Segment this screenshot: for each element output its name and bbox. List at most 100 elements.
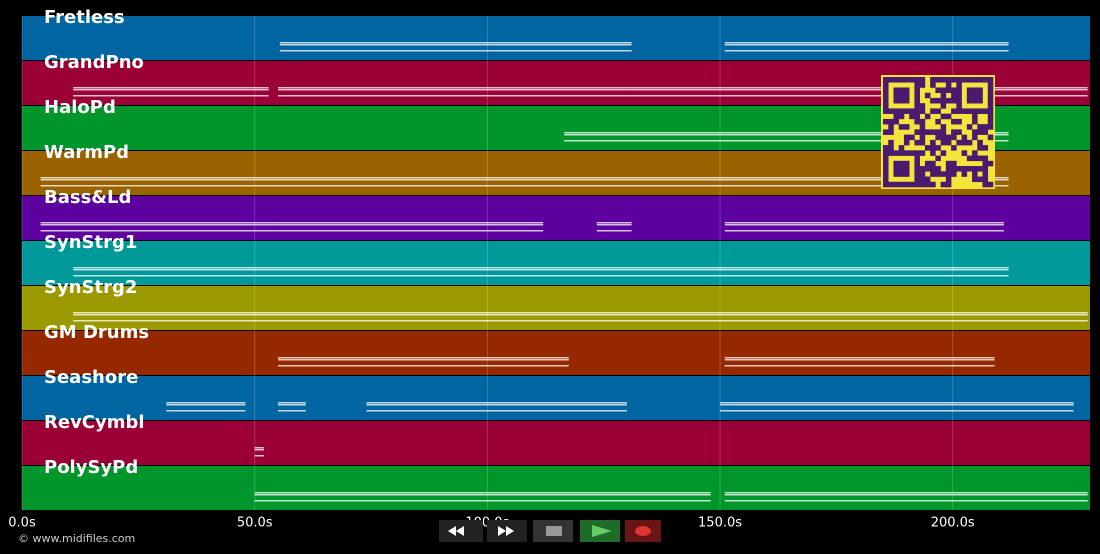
qr-cell <box>945 160 952 167</box>
note-run <box>254 449 264 451</box>
qr-cell <box>961 166 968 172</box>
qr-cell <box>966 155 973 162</box>
qr-cell <box>972 97 978 104</box>
note-run <box>277 402 306 404</box>
qr-cell <box>888 181 894 188</box>
qr-cell <box>883 155 889 162</box>
qr-cell <box>930 145 936 151</box>
note-run <box>40 185 1009 187</box>
track-name: GrandPno <box>44 52 144 73</box>
qr-cell <box>883 92 889 99</box>
qr-cell <box>935 145 941 151</box>
qr-cell <box>919 103 926 109</box>
qr-cell <box>914 129 920 135</box>
qr-cell <box>930 160 936 167</box>
qr-cell <box>914 155 920 162</box>
qr-cell <box>987 87 994 94</box>
note-run <box>277 230 544 232</box>
note-run <box>73 320 1088 322</box>
qr-cell <box>883 97 889 104</box>
track-lane <box>22 376 1090 420</box>
qr-cell <box>903 150 910 156</box>
qr-cell <box>951 108 957 114</box>
qr-cell <box>951 145 957 151</box>
qr-cell <box>977 108 983 114</box>
qr-cell <box>924 160 931 167</box>
note-run <box>254 500 711 502</box>
note-run <box>366 410 627 412</box>
qr-cell <box>956 103 962 109</box>
qr-cell <box>888 139 894 146</box>
qr-cell <box>893 97 900 104</box>
stop-icon <box>546 526 562 536</box>
qr-cell <box>930 82 936 88</box>
qr-cell <box>940 150 947 156</box>
qr-cell <box>909 181 915 188</box>
note-run <box>279 42 632 44</box>
qr-cell <box>919 171 926 177</box>
qr-cell <box>924 129 931 135</box>
note-run <box>277 357 569 359</box>
note-run <box>724 357 995 359</box>
qr-cell <box>898 145 905 151</box>
qr-cell <box>977 155 983 162</box>
qr-cell <box>898 160 905 167</box>
qr-cell <box>956 139 962 146</box>
qr-cell <box>977 77 983 83</box>
qr-cell <box>898 77 905 83</box>
qr-cell <box>987 103 994 109</box>
qr-cell <box>961 171 968 177</box>
qr-cell <box>914 139 920 146</box>
qr-cell <box>961 108 968 114</box>
qr-cell <box>961 77 968 83</box>
qr-cell <box>919 129 926 135</box>
qr-cell <box>956 87 962 94</box>
qr-cell <box>987 77 994 83</box>
track-lane <box>22 421 1090 465</box>
x-tick-label: 150.0s <box>698 516 742 531</box>
track-lane <box>22 331 1090 375</box>
note-run <box>564 140 1009 142</box>
qr-cell <box>966 77 973 83</box>
qr-cell <box>883 171 889 177</box>
qr-cell <box>898 150 905 156</box>
qr-cell <box>914 82 920 88</box>
qr-cell <box>945 97 952 104</box>
qr-cell <box>972 129 978 135</box>
note-run <box>40 177 1009 179</box>
note-run <box>596 224 632 226</box>
qr-cell <box>898 87 905 94</box>
qr-cell <box>945 166 952 172</box>
note-run <box>277 404 306 406</box>
qr-cell <box>940 171 947 177</box>
transport-controls <box>439 520 661 542</box>
qr-cell <box>935 97 941 104</box>
qr-cell <box>956 97 962 104</box>
qr-cell <box>961 134 968 141</box>
track-name: GM Drums <box>44 322 149 343</box>
qr-cell <box>956 82 962 88</box>
qr-cell <box>966 108 973 114</box>
record-icon <box>635 526 651 536</box>
qr-cell <box>903 181 910 188</box>
qr-cell <box>972 92 978 99</box>
note-run <box>366 402 627 404</box>
qr-cell <box>924 92 931 99</box>
qr-cell <box>956 77 962 83</box>
qr-cell <box>914 97 920 104</box>
note-run <box>73 314 1088 316</box>
note-run <box>720 410 1074 412</box>
x-tick-label: 200.0s <box>931 516 975 531</box>
qr-cell <box>977 124 983 130</box>
qr-cell <box>982 129 989 135</box>
qr-cell <box>903 139 910 146</box>
qr-cell <box>883 118 889 125</box>
note-run <box>166 410 246 412</box>
qr-cell <box>977 145 983 151</box>
note-run <box>720 404 1074 406</box>
qr-cell <box>961 150 968 156</box>
qr-cell <box>914 87 920 94</box>
note-run <box>724 230 1004 232</box>
qr-cell <box>935 108 941 114</box>
